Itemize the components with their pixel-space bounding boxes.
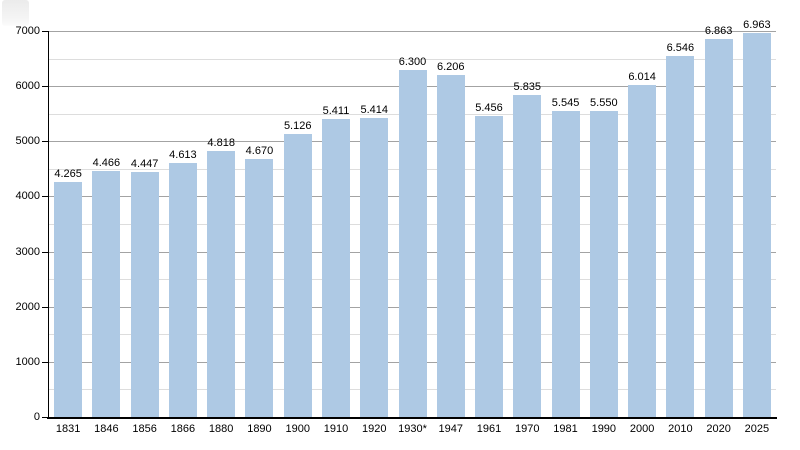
y-tick-mark [42, 306, 48, 308]
bar-value-label: 6.014 [628, 71, 656, 83]
x-tick-label: 1831 [55, 423, 81, 435]
bar [360, 118, 389, 417]
bar [589, 111, 618, 417]
bar [283, 134, 312, 417]
bar [628, 85, 657, 417]
y-tick-mark [42, 141, 48, 143]
bar [92, 171, 121, 417]
bar [207, 151, 236, 417]
bar [551, 111, 580, 417]
x-tick-label: 1866 [170, 423, 196, 435]
bar [398, 70, 427, 417]
y-tick-label: 5000 [15, 135, 40, 148]
y-tick-mark [42, 31, 48, 32]
y-axis-line [48, 31, 49, 418]
bar-value-label: 6.206 [436, 61, 465, 73]
x-tick-label: 2025 [744, 423, 770, 435]
plot-area: 4.265 4.466 4.447 4.613 4.818 4.670 5.126 5.411… [49, 19, 776, 417]
x-tick-label: 1880 [208, 423, 234, 435]
y-tick-label: 3000 [15, 245, 40, 258]
corner-artifact [2, 0, 29, 26]
bar [742, 33, 771, 417]
bar-value-label: 5.411 [322, 105, 350, 117]
bar-value-label: 6.963 [743, 19, 771, 31]
bar-value-label: 5.550 [590, 97, 618, 109]
y-tick-mark [42, 361, 48, 363]
y-tick-label: 4000 [15, 190, 40, 203]
x-tick-label: 1900 [285, 423, 310, 435]
x-tick-label: 1920 [361, 423, 387, 435]
y-tick-mark [42, 417, 48, 418]
x-tick-label: 1981 [553, 423, 578, 435]
x-tick-label: 2000 [629, 423, 655, 435]
bar-value-label: 6.863 [704, 25, 733, 37]
bar [54, 182, 83, 417]
x-tick-label: 1856 [132, 423, 157, 435]
x-tick-label: 1961 [476, 423, 502, 435]
y-tick-mark [42, 86, 48, 88]
x-tick-label: 1846 [94, 423, 119, 435]
x-tick-label: 1930* [398, 423, 427, 435]
x-tick-label: 1947 [438, 423, 463, 435]
y-tick-label: 7000 [15, 25, 40, 37]
x-tick-label: 2010 [668, 423, 693, 435]
y-tick-label: 1000 [15, 355, 40, 368]
bar-value-label: 6.300 [398, 56, 427, 68]
bar [666, 56, 695, 417]
bar [130, 172, 159, 417]
bar [436, 75, 465, 417]
bar-value-label: 5.414 [360, 104, 388, 116]
gridline-minor [49, 58, 776, 60]
bar-value-label: 4.818 [207, 137, 235, 149]
bar-value-label: 4.613 [169, 149, 197, 161]
x-tick-label: 1970 [515, 423, 540, 435]
bar [321, 119, 350, 417]
bar-value-label: 5.835 [513, 81, 542, 93]
bar [475, 116, 504, 417]
y-tick-mark [42, 251, 48, 253]
y-tick-mark [42, 196, 48, 198]
y-tick-label: 6000 [15, 80, 40, 93]
gridline-major [49, 31, 776, 32]
bar-value-label: 4.466 [92, 157, 121, 169]
x-tick-label: 1910 [323, 423, 349, 435]
y-tick-label: 2000 [15, 300, 40, 313]
x-axis-line [47, 417, 777, 419]
bar [245, 159, 274, 417]
bar-value-label: 5.126 [283, 120, 312, 132]
bar [513, 95, 542, 417]
y-tick-label: 0 [33, 411, 40, 423]
bar-value-label: 5.456 [475, 102, 503, 114]
bar-value-label: 6.546 [666, 42, 695, 54]
x-tick-label: 1990 [591, 423, 617, 435]
x-tick-label: 1890 [247, 423, 272, 435]
bar [704, 39, 733, 417]
bar-value-label: 4.447 [130, 158, 159, 170]
x-tick-label: 2020 [706, 423, 731, 435]
bar-value-label: 4.265 [54, 168, 82, 180]
bar-value-label: 5.545 [551, 97, 580, 109]
bar-value-label: 4.670 [245, 145, 274, 157]
bar [168, 163, 197, 417]
